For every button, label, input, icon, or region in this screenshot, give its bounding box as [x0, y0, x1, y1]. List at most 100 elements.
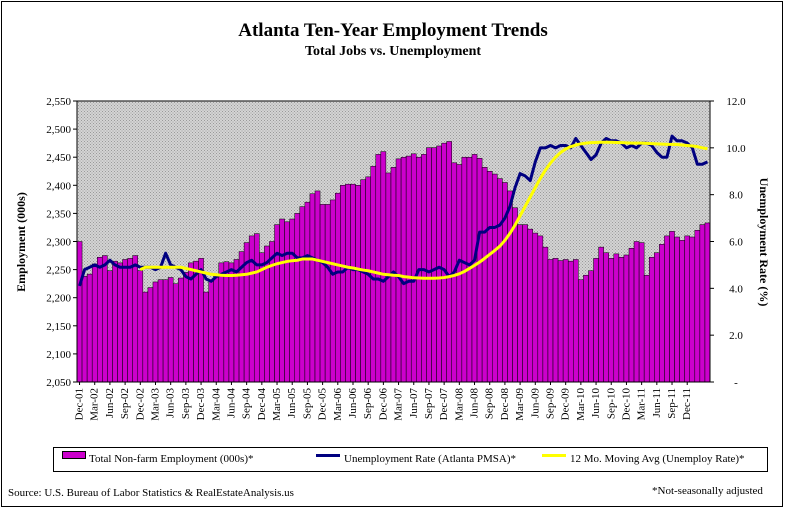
bar: [522, 224, 528, 383]
bar: [431, 147, 437, 383]
bar: [613, 253, 620, 383]
bar: [598, 246, 604, 383]
x-tick-label: Dec-03: [195, 388, 207, 421]
bar: [147, 287, 154, 383]
x-tick-label: Jun-06: [347, 388, 359, 418]
x-tick-label: Mar-02: [89, 388, 101, 421]
bar: [623, 254, 630, 383]
y-tick-label: 2,350: [46, 208, 71, 220]
x-tick-label: Mar-05: [271, 388, 283, 421]
bar: [81, 276, 88, 383]
y-tick-label: 2,400: [46, 180, 71, 192]
bar: [319, 204, 326, 383]
bar: [345, 183, 351, 383]
bar: [608, 258, 615, 383]
bar: [573, 259, 579, 383]
bar: [304, 201, 311, 383]
bar: [537, 235, 544, 383]
bar: [269, 241, 275, 383]
bar: [213, 273, 220, 383]
y2-tick-label: 12.0: [726, 96, 746, 108]
bar: [117, 262, 123, 383]
bar: [238, 251, 245, 383]
y-tick-label: 2,050: [46, 377, 71, 389]
chart-title: Atlanta Ten-Year Employment Trends: [238, 20, 548, 41]
x-tick-label: Dec-05: [317, 388, 329, 421]
bar: [664, 235, 670, 383]
bar: [203, 291, 209, 383]
x-tick-label: Mar-06: [332, 388, 344, 421]
x-tick-label: Jun-02: [104, 388, 116, 418]
source-note: Source: U.S. Bureau of Labor Statistics …: [8, 487, 294, 499]
y2-axis-label: Unemployment Rate (%): [757, 178, 771, 307]
bar: [112, 260, 118, 383]
bar: [122, 259, 128, 383]
x-tick-label: Dec-06: [377, 388, 389, 421]
y2-tick-label: 4.0: [729, 283, 743, 295]
bar: [441, 142, 447, 383]
x-tick-label: Mar-10: [575, 388, 587, 421]
bar: [527, 228, 534, 383]
bar: [137, 270, 144, 383]
bar: [659, 244, 665, 383]
bar: [355, 185, 361, 383]
bar: [162, 279, 169, 383]
bar: [694, 230, 701, 383]
x-tick-label: Dec-10: [620, 388, 632, 421]
bar: [365, 176, 371, 383]
bar: [704, 222, 711, 383]
y-tick-label: 2,200: [46, 293, 71, 305]
bar: [102, 255, 108, 383]
bar: [329, 199, 336, 383]
x-tick-label: Sep-06: [362, 388, 374, 420]
bar: [259, 252, 265, 383]
footnote: *Not-seasonally adjusted: [652, 485, 763, 497]
y2-tick-label: 2.0: [729, 330, 743, 342]
bar: [91, 263, 98, 383]
bar: [188, 262, 194, 383]
y-tick-label: 2,300: [46, 237, 71, 249]
bar: [689, 236, 696, 383]
legend-swatch-moving-avg: [542, 454, 566, 457]
y-tick-label: 2,550: [46, 96, 71, 108]
x-tick-label: Dec-02: [134, 388, 146, 420]
legend: Total Non-farm Employment (000s)* Unempl…: [53, 447, 768, 472]
y2-tick-label: 10.0: [726, 143, 746, 155]
x-tick-label: Jun-10: [590, 388, 602, 418]
bar: [446, 141, 452, 383]
bar: [289, 218, 296, 383]
x-tick-label: Sep-05: [301, 388, 313, 420]
bar: [193, 260, 199, 383]
line-series: [78, 134, 709, 287]
x-tick-label: Sep-03: [180, 388, 192, 420]
bar: [674, 236, 680, 383]
bar: [223, 261, 230, 383]
y-tick-label: 2,250: [46, 265, 71, 277]
bar: [274, 224, 280, 383]
x-tick-label: Mar-07: [393, 388, 405, 421]
bar: [228, 262, 235, 383]
bar: [638, 242, 645, 383]
bar: [309, 193, 316, 383]
x-tick-label: Sep-08: [484, 388, 496, 420]
bar: [208, 279, 214, 383]
x-tick-label: Jun-07: [408, 388, 420, 418]
bar: [562, 259, 569, 383]
bar: [340, 185, 346, 383]
bar: [152, 281, 159, 383]
bar: [167, 277, 174, 383]
bar: [497, 178, 503, 383]
x-tick-label: Dec-08: [499, 388, 511, 421]
bar: [410, 153, 417, 383]
bar: [628, 247, 635, 383]
bar: [507, 190, 513, 383]
bar: [178, 277, 184, 383]
bar: [284, 221, 290, 383]
legend-swatch-employment: [62, 451, 86, 459]
moving-avg-line: [139, 140, 708, 280]
bar: [567, 260, 574, 383]
bar: [294, 213, 301, 383]
bar: [481, 167, 488, 383]
bar: [142, 291, 149, 383]
bar: [618, 256, 625, 383]
